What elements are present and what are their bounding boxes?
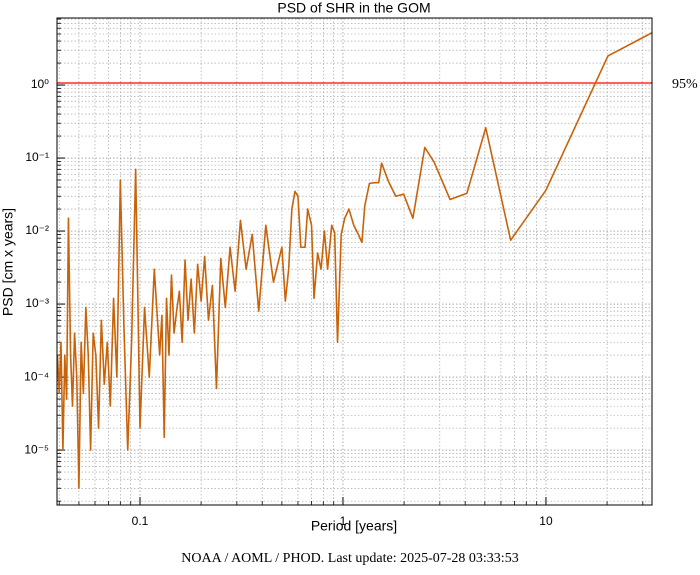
x-tick-label: 1 [340, 514, 347, 528]
y-tick-label: 10⁻³ [25, 296, 49, 310]
footer: NOAA / AOML / PHOD. Last update: 2025-07… [181, 551, 518, 566]
y-tick-label: 10⁰ [31, 77, 49, 91]
psd-line [57, 32, 652, 490]
threshold-label: 95% [672, 77, 698, 92]
chart-title: PSD of SHR in the GOM [277, 0, 430, 16]
y-tick-label: 10⁻² [25, 223, 49, 237]
y-axis-label: PSD [cm x years] [0, 208, 16, 316]
x-axis-label: Period [years] [311, 518, 397, 534]
x-tick-label: 0.1 [132, 514, 149, 528]
x-tick-label: 10 [539, 514, 553, 528]
y-tick-label: 10⁻⁵ [24, 442, 49, 456]
plot-frame [56, 17, 653, 506]
y-tick-label: 10⁻⁴ [24, 369, 49, 383]
y-tick-label: 10⁻¹ [25, 150, 49, 164]
